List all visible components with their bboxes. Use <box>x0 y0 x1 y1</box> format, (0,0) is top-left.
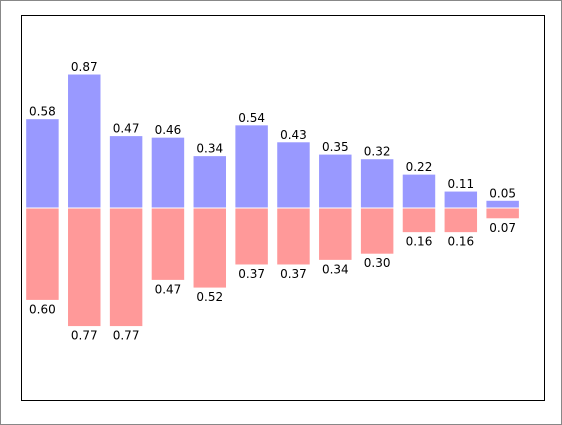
value-label: 0.77 <box>71 329 98 343</box>
bar <box>318 207 353 261</box>
value-label: 0.07 <box>489 221 516 235</box>
value-label: 0.34 <box>322 262 349 276</box>
value-label: 0.35 <box>322 140 349 154</box>
value-label: 0.16 <box>447 235 474 249</box>
bar <box>359 207 395 255</box>
bar <box>359 158 395 209</box>
bar <box>443 190 479 209</box>
value-label: 0.30 <box>364 256 391 270</box>
bar <box>276 141 311 209</box>
bar <box>276 207 311 266</box>
bar <box>234 124 269 209</box>
bar <box>108 135 144 209</box>
value-label: 0.52 <box>196 290 223 304</box>
value-label: 0.47 <box>155 282 182 296</box>
bar <box>443 207 479 234</box>
bar <box>25 118 60 209</box>
value-label: 0.77 <box>113 329 140 343</box>
bar <box>234 207 269 266</box>
value-label: 0.54 <box>238 111 265 125</box>
bar <box>25 207 60 301</box>
value-label: 0.60 <box>29 302 56 316</box>
value-label: 0.32 <box>364 145 391 159</box>
bar <box>192 207 228 289</box>
value-label: 0.47 <box>113 122 140 136</box>
value-label: 0.22 <box>406 160 433 174</box>
bar <box>108 207 144 328</box>
value-label: 0.16 <box>406 235 433 249</box>
value-label: 0.37 <box>238 267 265 281</box>
value-label: 0.46 <box>155 123 182 137</box>
bar <box>150 207 186 281</box>
bar <box>318 153 353 209</box>
bar <box>150 136 186 209</box>
value-label: 0.37 <box>280 267 307 281</box>
value-label: 0.05 <box>489 186 516 200</box>
value-label: 0.87 <box>71 60 98 74</box>
value-label: 0.58 <box>29 105 56 119</box>
value-label: 0.11 <box>447 177 474 191</box>
bar <box>67 207 102 328</box>
bar <box>401 207 437 234</box>
bar <box>401 173 437 209</box>
value-label: 0.43 <box>280 128 307 142</box>
bar <box>192 155 228 209</box>
bar <box>485 207 520 220</box>
bar <box>485 199 520 209</box>
bar <box>67 73 102 209</box>
value-label: 0.34 <box>196 142 223 156</box>
